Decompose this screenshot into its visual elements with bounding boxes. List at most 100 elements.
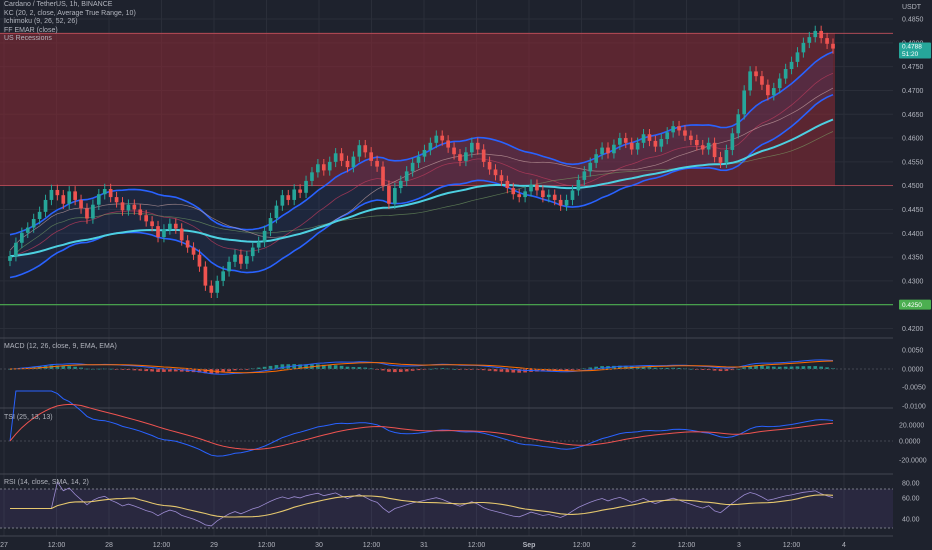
main-legend: Cardano / TetherUS, 1h, BINANCE KC (20, … xyxy=(4,1,136,44)
time-tick-label: 2 xyxy=(632,542,636,549)
candle-body xyxy=(108,188,113,198)
candle-body xyxy=(144,215,149,222)
candle-body xyxy=(458,154,462,161)
macd-histogram-bar xyxy=(428,368,433,370)
macd-histogram-bar xyxy=(505,369,510,373)
macd-histogram-bar xyxy=(327,365,332,369)
candle-body xyxy=(37,211,42,219)
candle-body xyxy=(280,195,285,206)
ema-line xyxy=(9,118,834,258)
candle-body xyxy=(150,221,154,227)
macd-histogram-bar xyxy=(618,365,622,369)
macd-histogram-bar xyxy=(458,369,462,370)
macd-histogram-bar xyxy=(398,369,403,372)
tsi-tick-label: -20.0000 xyxy=(899,458,927,465)
candle-body xyxy=(345,160,350,168)
rsi-band xyxy=(0,489,893,528)
candle-body xyxy=(67,191,72,204)
price-axis[interactable]: USDT0.48500.48000.47500.47000.46500.4600… xyxy=(893,0,932,550)
time-tick-label: 3 xyxy=(737,542,741,549)
candle-body xyxy=(641,134,646,143)
tsi-legend[interactable]: TSI (25, 13, 13) xyxy=(4,414,53,421)
candle-body xyxy=(393,188,397,204)
price-tick-label: 0.4650 xyxy=(902,112,924,119)
candle-body xyxy=(428,142,433,150)
candle-body xyxy=(304,180,308,193)
macd-histogram-bar xyxy=(227,369,231,372)
macd-histogram-bar xyxy=(813,366,818,369)
price-axis-bg xyxy=(893,0,932,550)
candle-body xyxy=(529,184,533,192)
candle-body xyxy=(606,147,610,154)
price-tick-label: 0.4200 xyxy=(902,326,924,333)
time-tick-label: 12:00 xyxy=(783,542,801,549)
candle-body xyxy=(398,180,403,189)
candle-body xyxy=(387,185,391,204)
candle-body xyxy=(262,230,267,242)
candle-body xyxy=(517,194,522,198)
candle-body xyxy=(760,76,764,85)
legend-recessions[interactable]: US Recessions xyxy=(4,35,52,42)
legend-kc[interactable]: KC (20, 2, close, Average True Range, 10… xyxy=(4,9,136,17)
macd-legend[interactable]: MACD (12, 26, close, 9, EMA, EMA) xyxy=(4,343,117,350)
candle-body xyxy=(618,138,622,145)
candle-body xyxy=(256,241,261,248)
macd-histogram-bar xyxy=(440,368,445,369)
macd-histogram-bar xyxy=(262,366,267,369)
macd-histogram-bar xyxy=(132,369,137,371)
tsi-pane xyxy=(0,390,893,457)
bar-countdown: 51:20 xyxy=(902,51,919,58)
rsi-ma-line xyxy=(10,494,834,518)
rsi-legend[interactable]: RSI (14, close, SMA, 14, 2) xyxy=(4,479,89,486)
candle-body xyxy=(813,30,818,38)
macd-histogram-bar xyxy=(179,369,184,372)
macd-histogram-bar xyxy=(570,369,575,371)
candle-body xyxy=(469,142,474,153)
candlestick-series xyxy=(8,25,835,299)
macd-tick-label: 0.0050 xyxy=(902,348,924,355)
macd-histogram-bar xyxy=(150,369,154,372)
candle-body xyxy=(730,133,735,150)
macd-histogram-bar xyxy=(369,368,374,370)
candle-body xyxy=(789,61,794,70)
symbol-title[interactable]: Cardano / TetherUS, 1h, BINANCE xyxy=(4,1,113,8)
candle-body xyxy=(179,228,184,241)
candle-body xyxy=(351,156,356,168)
candle-body xyxy=(777,78,782,89)
macd-histogram-bar xyxy=(795,366,800,369)
rsi-tick-label: 60.00 xyxy=(902,496,920,503)
candle-body xyxy=(79,199,83,209)
candle-body xyxy=(215,280,220,293)
price-tick-label: 0.4300 xyxy=(902,278,924,285)
candle-body xyxy=(197,254,202,267)
time-tick-label: 12:00 xyxy=(258,542,276,549)
macd-histogram-bar xyxy=(576,369,581,370)
macd-histogram-bar xyxy=(623,365,628,369)
candle-body xyxy=(783,69,788,79)
candle-body xyxy=(120,202,125,211)
keltner-channel xyxy=(9,51,834,279)
macd-histogram-bar xyxy=(357,367,362,369)
legend-ema[interactable]: FF EMAR (close) xyxy=(4,26,58,34)
last-price-value: 0.4788 xyxy=(902,44,922,51)
kc-fill xyxy=(10,51,833,278)
time-axis[interactable]: 27 12:00 28 12:00 29 12:00 30 12:00 31 12:00 Sep 12… xyxy=(0,537,932,550)
macd-histogram-bar xyxy=(789,366,794,369)
candle-body xyxy=(523,191,527,198)
ichimoku-span-a xyxy=(9,87,834,251)
tsi-signal-line xyxy=(9,403,834,450)
candle-body xyxy=(635,142,640,150)
rsi-tick-label: 40.00 xyxy=(902,517,920,524)
candle-body xyxy=(694,139,699,146)
rsi-pane xyxy=(0,481,893,529)
candle-body xyxy=(233,254,237,262)
candle-body xyxy=(316,164,320,173)
candle-body xyxy=(819,30,823,39)
macd-histogram-bar xyxy=(517,369,522,373)
candle-body xyxy=(43,199,48,212)
candle-body xyxy=(333,153,338,162)
legend-ichimoku[interactable]: Ichimoku (9, 26, 52, 26) xyxy=(4,18,78,25)
candle-body xyxy=(505,180,510,189)
support-price-value: 0.4250 xyxy=(902,302,922,309)
